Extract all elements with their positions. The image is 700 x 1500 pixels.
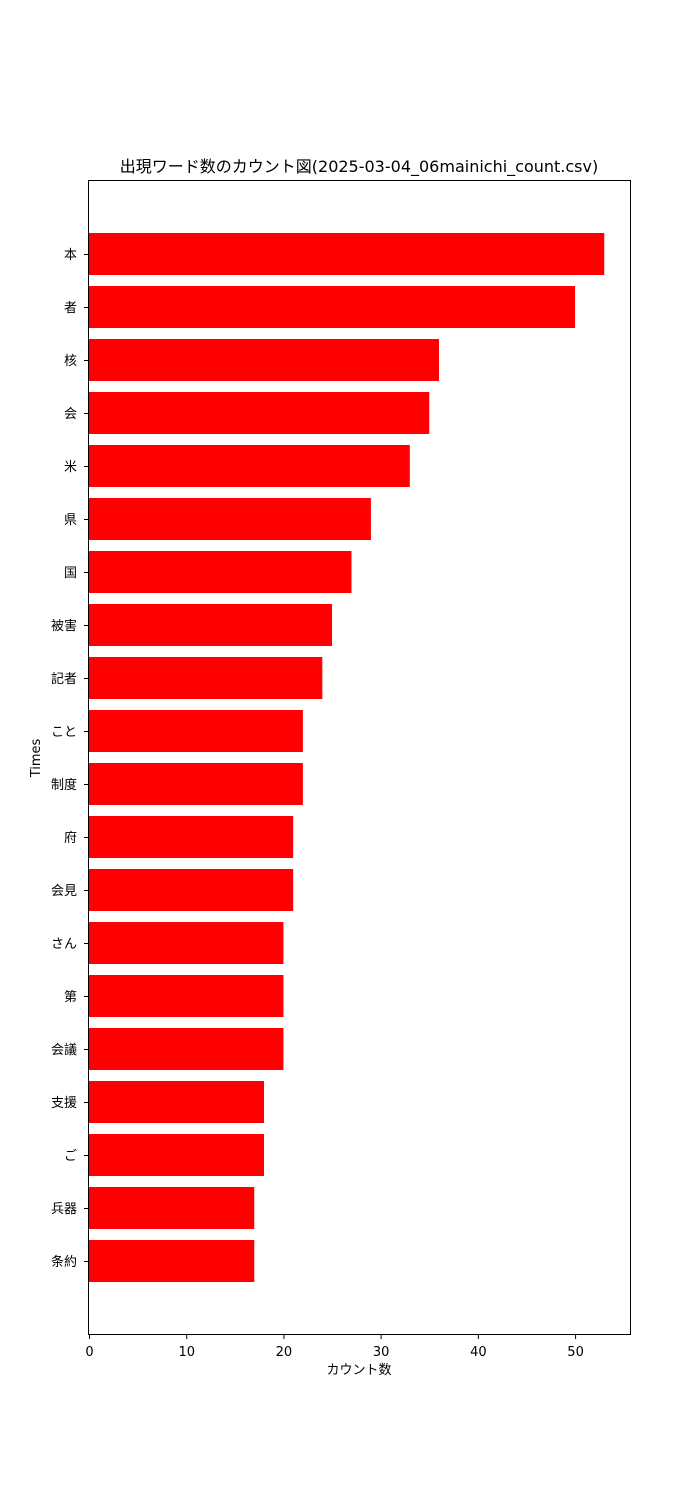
y-tick-label: 米 [64, 460, 77, 475]
bar [89, 339, 439, 381]
bar [89, 710, 303, 752]
y-tick-label: 会 [64, 407, 77, 422]
y-tick-label: 者 [64, 301, 77, 316]
bar [89, 975, 284, 1017]
x-tick-label: 0 [85, 1345, 93, 1360]
y-tick-label: 制度 [51, 777, 77, 793]
y-tick-label: 記者 [51, 671, 77, 687]
y-tick-label: 会議 [51, 1043, 77, 1058]
bar [89, 1081, 264, 1123]
y-tick-label: 府 [64, 831, 77, 846]
bar [89, 657, 323, 699]
bar [89, 551, 352, 593]
x-tick-label: 50 [567, 1345, 584, 1360]
bar [89, 392, 430, 434]
y-axis-label: Times [29, 738, 44, 778]
bar [89, 1134, 264, 1176]
y-tick-label: 条約 [51, 1254, 77, 1270]
y-tick-label: 支援 [51, 1096, 77, 1111]
y-tick-label: 国 [64, 566, 77, 581]
x-tick-label: 40 [470, 1345, 487, 1360]
bar [89, 1240, 255, 1282]
x-tick-label: 10 [178, 1345, 195, 1360]
x-axis-label: カウント数 [326, 1363, 391, 1378]
y-tick-label: 核 [64, 354, 77, 369]
y-tick-label: 県 [64, 513, 77, 528]
bar [89, 922, 284, 964]
bar [89, 445, 410, 487]
y-tick-label: 本 [64, 248, 77, 263]
bar [89, 816, 294, 858]
bar [89, 1187, 255, 1229]
y-tick-label: 第 [64, 990, 77, 1005]
bar [89, 1028, 284, 1070]
plot-frame [88, 180, 631, 1335]
y-tick-label: 兵器 [51, 1202, 77, 1217]
x-tick-label: 20 [276, 1345, 293, 1360]
y-tick-label: ご [64, 1148, 77, 1164]
bar [89, 233, 605, 275]
chart-title: 出現ワード数のカウント図(2025-03-04_06mainichi_count… [120, 157, 598, 177]
y-tick-label: さん [51, 937, 77, 952]
y-tick-label: こと [51, 725, 77, 740]
bar [89, 286, 576, 328]
x-tick-label: 30 [373, 1345, 390, 1360]
bar [89, 498, 371, 540]
bar [89, 869, 294, 911]
bar [89, 604, 333, 646]
bar [89, 763, 303, 805]
bars-group [89, 233, 605, 1282]
y-tick-label: 被害 [51, 618, 77, 634]
y-tick-label: 会見 [51, 884, 77, 899]
